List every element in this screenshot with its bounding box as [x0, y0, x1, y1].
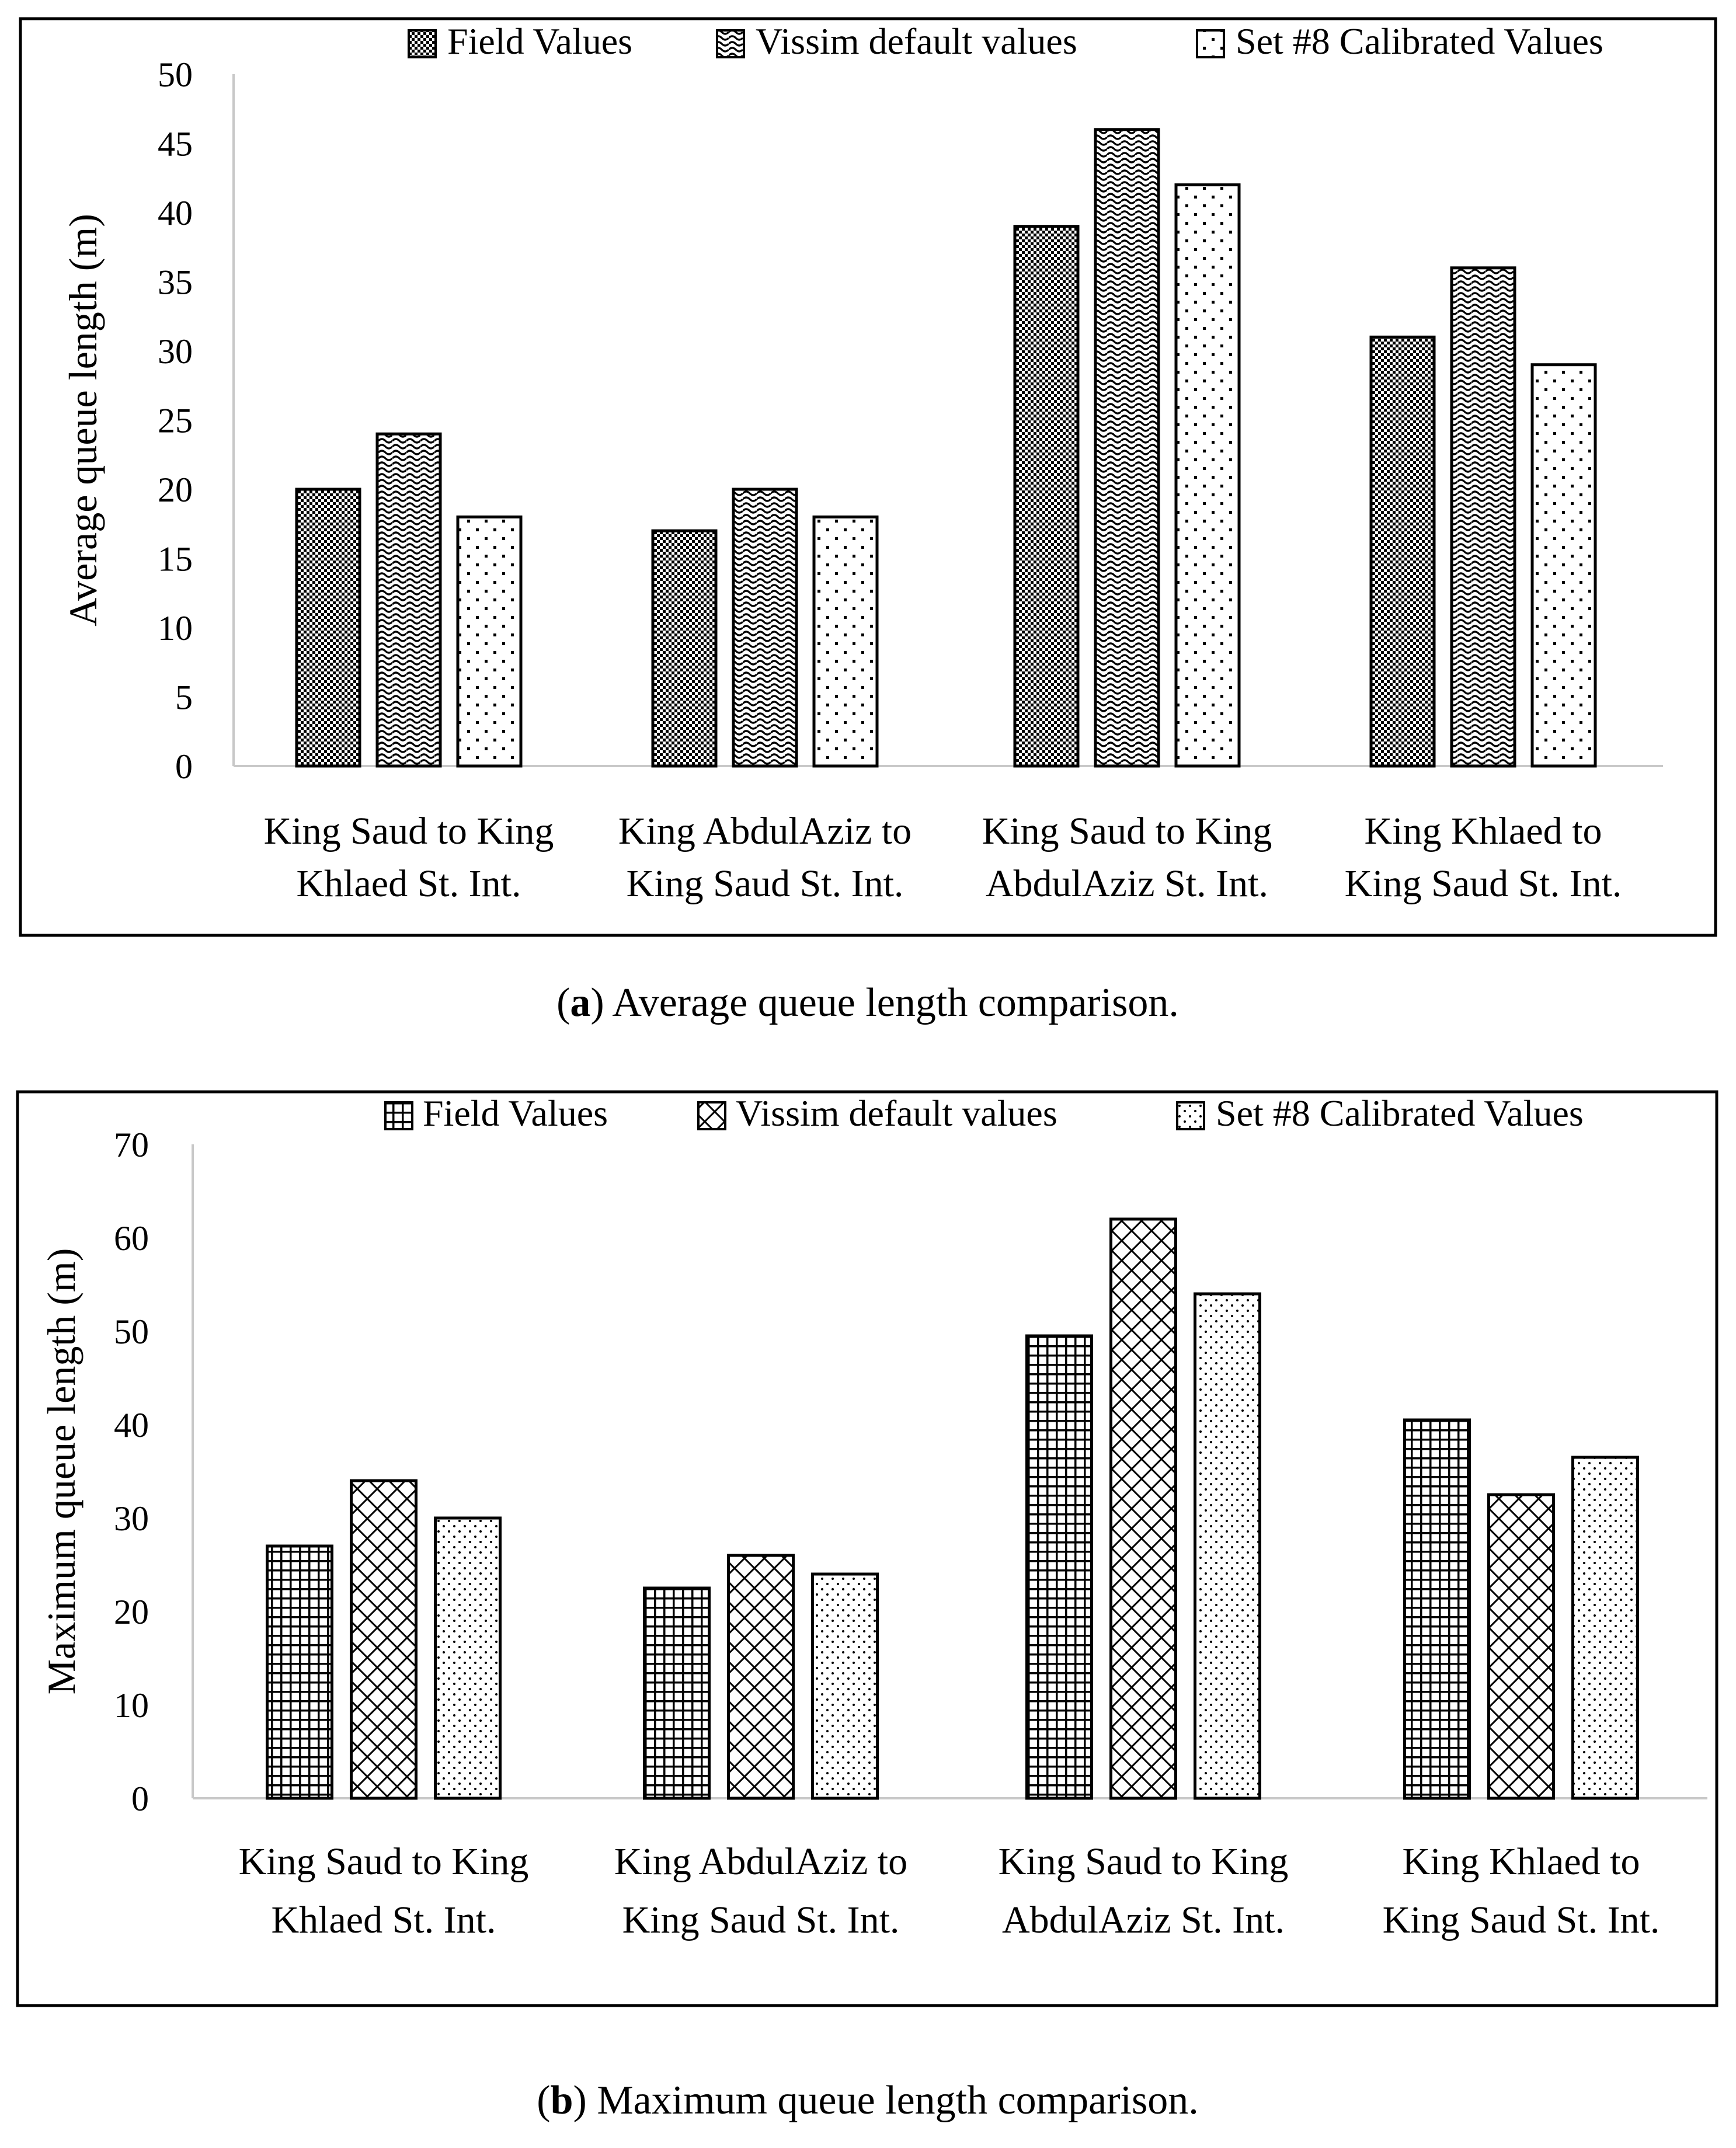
panel-average-queue: 0 5 10 15 20 25 30 35 40 45 50 Average queue length…	[19, 17, 1717, 937]
legend-label: Set #8 Calibrated Values	[1236, 20, 1603, 62]
bar	[651, 529, 718, 768]
x-tick-label: Khlaed St. Int.	[272, 1899, 496, 1941]
legend-swatch	[1196, 29, 1225, 58]
legend-swatch	[408, 29, 437, 58]
x-tick-label: King Saud St. Int.	[622, 1899, 900, 1941]
y-tick-label: 0	[131, 1780, 149, 1818]
y-tick-label: 30	[114, 1499, 149, 1538]
y-tick-label: 20	[114, 1593, 149, 1631]
legend-swatch	[1176, 1101, 1205, 1130]
legend-label: Vissim default values	[736, 1092, 1057, 1134]
legend-swatch	[384, 1101, 413, 1130]
bar	[1109, 1217, 1177, 1800]
x-tick-label: King Saud to King	[999, 1840, 1289, 1883]
bar	[1571, 1456, 1639, 1800]
y-tick-label: 50	[114, 1313, 149, 1351]
x-tick-label: King Saud to King	[239, 1840, 529, 1883]
bar	[1194, 1292, 1261, 1800]
bar	[456, 515, 523, 768]
caption-b: (b) Maximum queue length comparison.	[537, 2078, 1198, 2123]
x-tick-label: King Saud St. Int.	[1345, 862, 1622, 905]
y-tick-label: 10	[114, 1686, 149, 1725]
caption-text: ) Average queue length comparison.	[590, 980, 1179, 1025]
y-tick-label: 40	[114, 1406, 149, 1444]
y-tick-label: 50	[158, 55, 193, 94]
chart-frame	[16, 1090, 1718, 2007]
y-tick-label: 0	[175, 747, 193, 786]
y-tick-label: 10	[158, 609, 193, 647]
panel-maximum-queue: 0 10 20 30 40 50 60 70 Maximum queue length (m) K…	[16, 1090, 1718, 2007]
x-tick-label: King Khlaed to	[1365, 810, 1602, 852]
bar	[1013, 225, 1080, 768]
y-tick-label: 30	[158, 332, 193, 371]
caption-open: (	[537, 2078, 550, 2123]
x-tick-label: AbdulAziz St. Int.	[986, 862, 1268, 905]
legend-swatch	[697, 1101, 726, 1130]
y-tick-label: 70	[114, 1126, 149, 1164]
bar	[727, 1554, 795, 1800]
x-tick-label: King AbdulAziz to	[618, 810, 912, 852]
y-tick-label: 5	[175, 678, 193, 717]
y-tick-label: 20	[158, 471, 193, 509]
y-tick-label: 35	[158, 263, 193, 302]
bar	[350, 1479, 418, 1800]
y-tick-label: 15	[158, 540, 193, 579]
y-tick-label: 40	[158, 194, 193, 232]
legend-swatch	[716, 29, 745, 58]
bar	[1487, 1493, 1555, 1800]
caption-letter: b	[551, 2078, 573, 2123]
legend-label: Set #8 Calibrated Values	[1216, 1092, 1584, 1134]
bar	[1369, 335, 1436, 768]
x-tick-label: King Khlaed to	[1403, 1840, 1640, 1883]
legend-label: Vissim default values	[756, 20, 1077, 62]
bar	[1174, 183, 1241, 768]
chart-frame	[19, 17, 1717, 937]
bar	[295, 488, 361, 768]
caption-letter: a	[570, 980, 590, 1025]
y-tick-label: 60	[114, 1219, 149, 1258]
x-tick-label: King AbdulAziz to	[614, 1840, 907, 1883]
bar	[434, 1516, 502, 1800]
bar	[375, 432, 442, 768]
caption-open: (	[556, 980, 570, 1025]
y-axis-label: Average queue length (m)	[61, 214, 105, 626]
bar	[643, 1586, 711, 1800]
y-tick-label: 45	[158, 125, 193, 163]
maximum-queue-chart: 0 10 20 30 40 50 60 70 Maximum queue length (m) K…	[39, 1092, 1707, 1941]
y-tick-label: 25	[158, 402, 193, 440]
bar	[732, 488, 798, 768]
bar	[266, 1544, 333, 1800]
bar	[1025, 1334, 1093, 1800]
average-queue-chart: 0 5 10 15 20 25 30 35 40 45 50 Average queue length…	[61, 20, 1663, 905]
y-axis-label: Maximum queue length (m)	[39, 1248, 84, 1695]
bar	[1403, 1418, 1471, 1800]
x-tick-label: King Saud to King	[264, 810, 554, 852]
legend-label: Field Values	[447, 20, 632, 62]
x-tick-label: Khlaed St. Int.	[297, 862, 521, 905]
legend-label: Field Values	[423, 1092, 608, 1134]
x-tick-label: King Saud St. Int.	[1383, 1899, 1660, 1941]
bar	[811, 1572, 879, 1800]
x-tick-label: King Saud to King	[982, 810, 1272, 852]
x-tick-label: AbdulAziz St. Int.	[1002, 1899, 1285, 1941]
x-tick-label: King Saud St. Int.	[627, 862, 904, 905]
caption-a: (a) Average queue length comparison.	[556, 980, 1179, 1025]
bar	[1450, 266, 1516, 768]
bar	[1530, 363, 1597, 768]
caption-text: ) Maximum queue length comparison.	[573, 2078, 1199, 2123]
bar	[812, 515, 879, 768]
bar	[1094, 128, 1160, 768]
